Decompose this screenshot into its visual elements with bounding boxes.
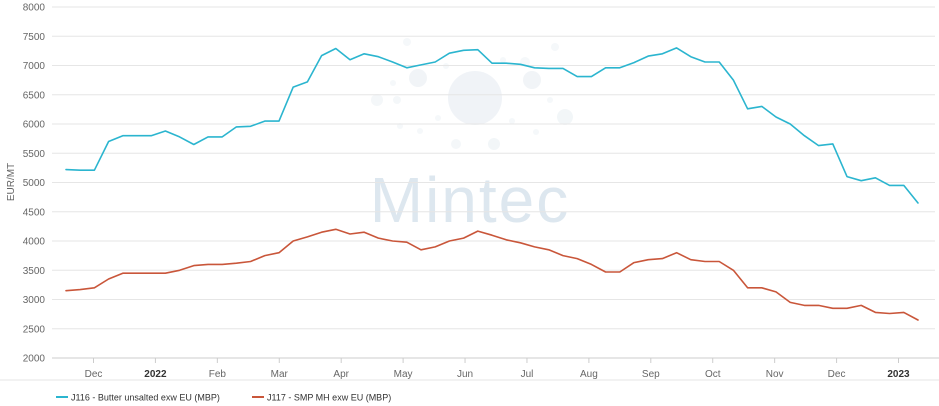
- x-tick-label: Aug: [580, 369, 598, 380]
- x-tick-label: Sep: [642, 369, 660, 380]
- x-tick-label: Dec: [85, 369, 103, 380]
- y-tick-label: 3000: [23, 295, 46, 306]
- x-tick-label: Mar: [271, 369, 289, 380]
- x-tick-label: 2022: [144, 369, 167, 380]
- y-tick-label: 7500: [23, 32, 46, 43]
- x-tick-label: May: [394, 369, 413, 380]
- y-tick-label: 4000: [23, 237, 46, 248]
- y-tick-label: 7000: [23, 61, 46, 72]
- series-line-1: [65, 47, 919, 204]
- y-tick-label: 6500: [23, 90, 46, 101]
- grid-lines: [52, 6, 935, 359]
- x-axis: Dec 2022 Feb Mar Apr May Jun Jul Aug Sep Oct Nov Dec…: [52, 357, 939, 380]
- y-tick-label: 2000: [23, 354, 46, 365]
- series-line-2: [65, 228, 919, 321]
- legend-label: J116 - Butter unsalted exw EU (MBP): [71, 393, 220, 403]
- watermark-logo: Mintec: [370, 38, 573, 236]
- y-tick-label: 2500: [23, 324, 46, 335]
- y-tick-label: 4500: [23, 207, 46, 218]
- x-tick-label: Nov: [766, 369, 784, 380]
- y-axis-label: EUR/MT: [6, 163, 17, 201]
- y-tick-label: 8000: [23, 3, 46, 14]
- x-tick-label: Jul: [521, 369, 534, 380]
- y-axis: 8000 7500 7000 6500 6000 5500 5000 4500 4000 3500…: [23, 3, 46, 365]
- series-lines: [65, 47, 919, 321]
- x-tick-label: 2023: [887, 369, 910, 380]
- x-tick-label: Jun: [457, 369, 473, 380]
- y-tick-label: 5000: [23, 178, 46, 189]
- legend: J116 - Butter unsalted exw EU (MBP) J117 …: [56, 393, 391, 403]
- legend-label: J117 - SMP MH exw EU (MBP): [267, 393, 391, 403]
- y-tick-label: 6000: [23, 120, 46, 131]
- watermark-text: Mintec: [370, 164, 571, 236]
- x-tick-label: Feb: [209, 369, 227, 380]
- x-tick-label: Dec: [828, 369, 846, 380]
- x-tick-label: Oct: [705, 369, 721, 380]
- x-tick-label: Apr: [333, 369, 349, 380]
- y-tick-label: 5500: [23, 149, 46, 160]
- y-tick-label: 3500: [23, 266, 46, 277]
